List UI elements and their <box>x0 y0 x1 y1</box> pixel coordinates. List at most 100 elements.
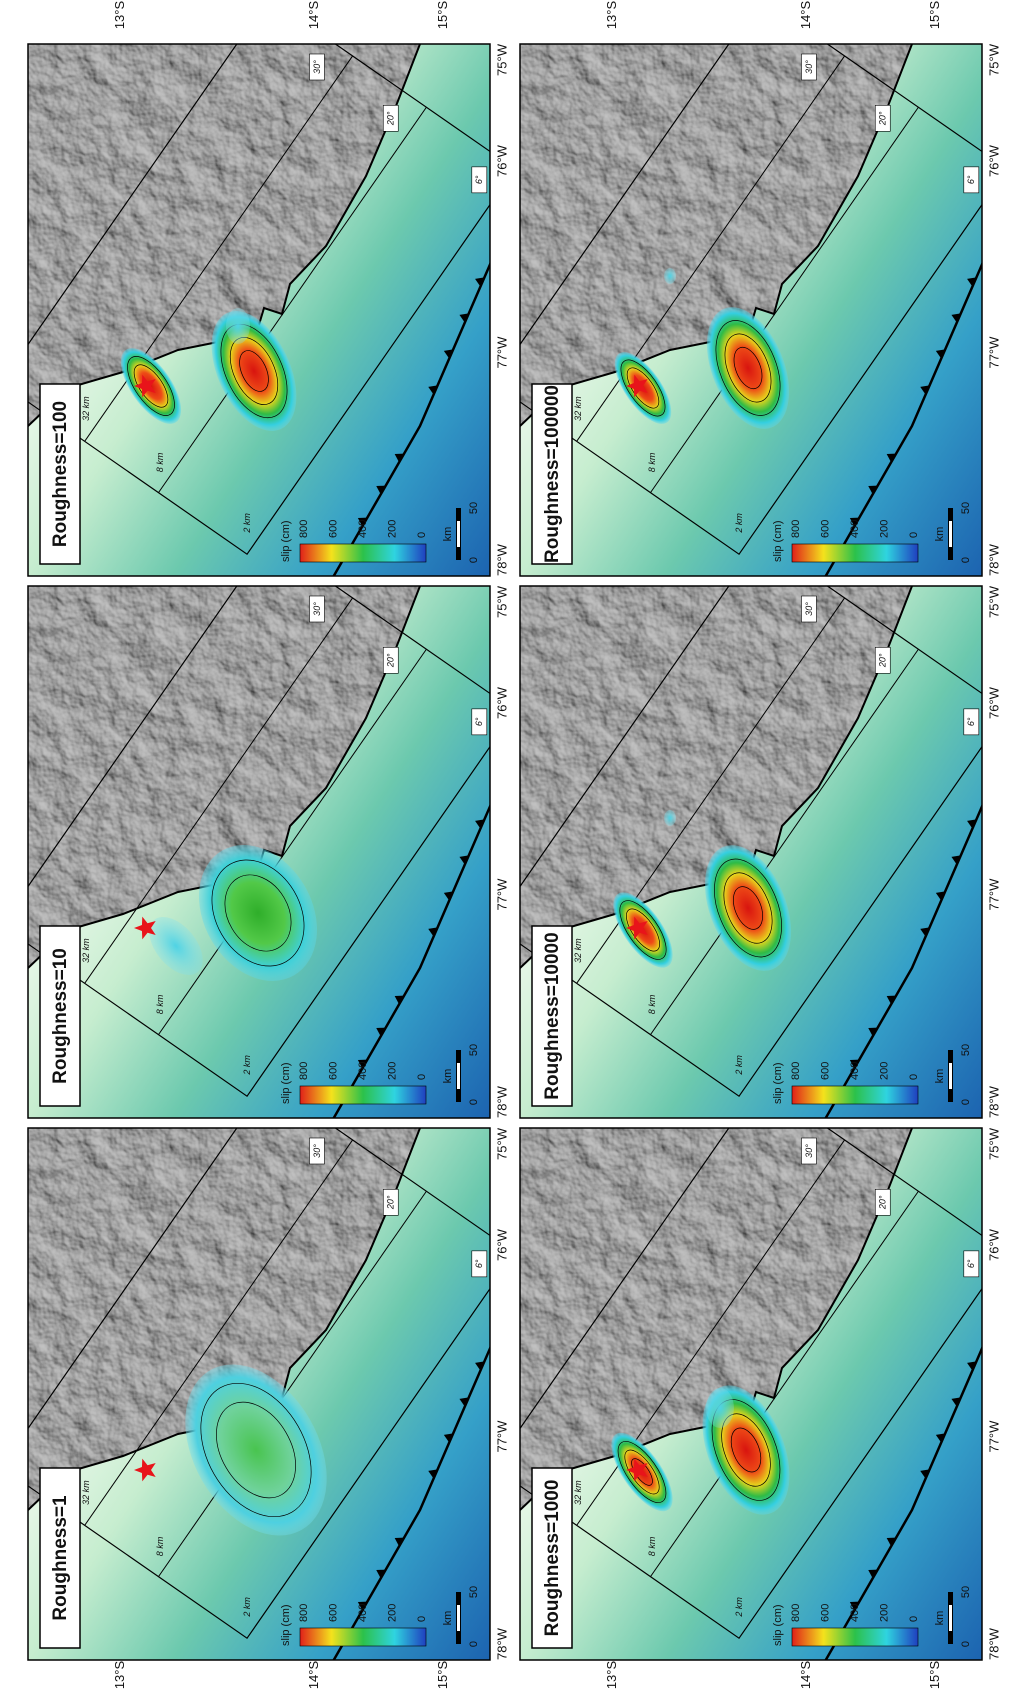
scale-tick-label: 50 <box>960 1044 972 1056</box>
trench-tooth <box>967 277 977 287</box>
dip-label-box <box>874 646 891 674</box>
dip-label-box <box>471 1250 488 1278</box>
colorbar <box>299 543 427 563</box>
map-panel: 2 km 8 km 32 km 6° 20° 30° Roughness=100 slip (… <box>27 43 509 577</box>
colorbar-tick-label: 200 <box>386 1062 398 1080</box>
colorbar-tick-label: 600 <box>819 1062 831 1080</box>
scale-tick-label: 0 <box>960 557 972 563</box>
panel-label: Roughness=100000 <box>542 385 563 563</box>
depth-label: 2 km <box>734 513 744 534</box>
depth-label: 32 km <box>573 1480 583 1505</box>
fault-segment <box>84 1139 354 1526</box>
dip-label-box <box>382 1188 399 1216</box>
dip-label-box <box>382 646 399 674</box>
slip-contour <box>200 1382 312 1518</box>
trench-tooth <box>868 485 878 495</box>
trench-tooth <box>443 349 454 359</box>
colorbar-tick-label: 0 <box>416 1074 428 1080</box>
panel-label: Roughness=100 <box>50 401 71 547</box>
slip-patch <box>706 307 790 429</box>
fault-segment <box>158 1190 427 1577</box>
trench-tooth <box>920 927 930 937</box>
scale-tick-label: 0 <box>468 1099 480 1105</box>
colorbar-tick-label: 400 <box>849 520 861 538</box>
trench-tooth <box>459 313 469 323</box>
fault-outline <box>28 1128 490 1640</box>
colorbar-title: slip (cm) <box>772 1062 784 1104</box>
colorbar-tick-label: 800 <box>298 1604 310 1622</box>
slip-contour <box>624 1449 660 1495</box>
slip-patch <box>149 916 203 976</box>
depth-label: 8 km <box>647 452 657 472</box>
depth-label: 32 km <box>81 938 91 963</box>
slip-patch <box>706 1388 734 1428</box>
fault-segment <box>84 597 354 984</box>
depth-label: 2 km <box>242 1597 252 1618</box>
colorbar <box>299 1627 427 1647</box>
map-content: 2 km 8 km 32 km 6° 20° 30° Roughness=1 slip (cm… <box>28 1128 490 1660</box>
trench-tooth <box>951 1397 961 1407</box>
dip-label-box <box>963 708 980 736</box>
longitude-label: 78°W <box>986 543 1001 576</box>
dip-label-box <box>801 595 817 623</box>
slip-contour <box>733 346 763 390</box>
trench-tooth <box>357 1601 368 1611</box>
dip-label: 6° <box>966 1259 976 1268</box>
scale-bar-half <box>457 521 460 547</box>
colorbar-tick-label: 600 <box>327 1062 339 1080</box>
panel-label: Roughness=1000 <box>542 1480 563 1637</box>
trench-tooth <box>967 819 977 829</box>
latitude-label: 15°S <box>435 1661 450 1690</box>
trench <box>326 245 490 576</box>
latitude-label: 14°S <box>306 1 321 30</box>
depth-label: 32 km <box>81 1480 91 1505</box>
latitude-label: 15°S <box>927 1 942 30</box>
colorbar <box>299 1085 427 1105</box>
epicenter-star <box>626 374 648 398</box>
epicenter-star <box>134 916 156 940</box>
panel-label: Roughness=10000 <box>542 932 563 1099</box>
panel-frame <box>27 1127 491 1661</box>
slip-contour <box>239 350 269 392</box>
trench-tooth <box>849 517 860 527</box>
dip-label: 6° <box>474 175 484 184</box>
colorbar-title: slip (cm) <box>280 1062 292 1104</box>
trench-tooth <box>951 855 961 865</box>
scale-unit: km <box>442 527 454 542</box>
dip-label-box <box>801 1137 817 1165</box>
land-relief <box>520 44 912 426</box>
epicenter-star <box>134 1458 156 1482</box>
dip-label: 30° <box>312 1144 322 1158</box>
slip-contour <box>730 1427 762 1473</box>
map-content: 2 km 8 km 32 km 6° 20° 30° Roughness=100000 sli… <box>520 44 982 576</box>
scale-tick-label: 50 <box>960 502 972 514</box>
trench-tooth <box>443 891 454 901</box>
scale-bar-half <box>949 1605 952 1631</box>
latitude-label: 13°S <box>112 1 127 30</box>
dip-label: 20° <box>386 653 396 668</box>
colorbar-tick-label: 400 <box>357 1062 369 1080</box>
panel-label-box <box>39 383 81 565</box>
epicenter-star <box>134 374 156 398</box>
dip-label-box <box>382 104 399 132</box>
longitude-label: 77°W <box>986 336 1001 369</box>
trench-tooth <box>868 1569 878 1579</box>
scale-tick-label: 50 <box>468 1044 480 1056</box>
land-relief <box>28 586 420 968</box>
panel-label-box <box>531 383 573 565</box>
colorbar-tick-label: 600 <box>327 520 339 538</box>
trench <box>818 1329 982 1660</box>
fault-outline <box>520 1128 982 1640</box>
trench-tooth <box>357 517 368 527</box>
trench-tooth <box>935 891 946 901</box>
scale-tick-label: 50 <box>960 1586 972 1598</box>
depth-label: 32 km <box>573 938 583 963</box>
colorbar-tick-label: 0 <box>908 1074 920 1080</box>
panel-label: Roughness=1 <box>50 1495 71 1621</box>
latitude-label: 13°S <box>604 1 619 30</box>
longitude-label: 76°W <box>986 686 1001 719</box>
epicenter-star <box>626 1458 648 1482</box>
trench-tooth <box>886 453 897 463</box>
dip-label-box <box>309 53 325 81</box>
colorbar-tick-label: 200 <box>878 520 890 538</box>
